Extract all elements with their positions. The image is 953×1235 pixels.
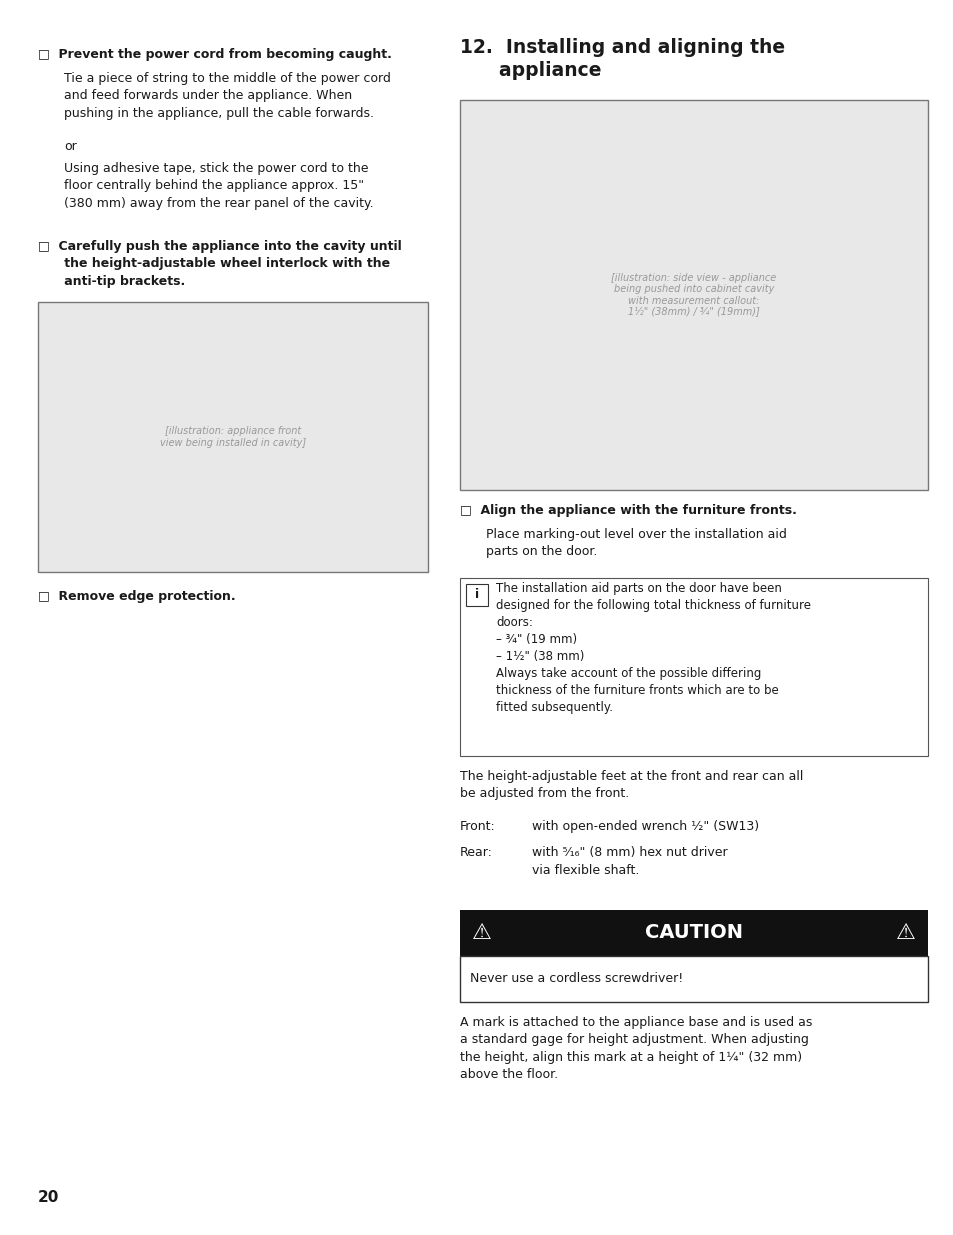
Bar [459, 956, 927, 1002]
Text: ⚠: ⚠ [895, 923, 915, 944]
Text: Front:: Front: [459, 820, 496, 832]
Text: A mark is attached to the appliance base and is used as
a standard gage for heig: A mark is attached to the appliance base… [459, 1016, 812, 1082]
Text: 20: 20 [38, 1191, 59, 1205]
Text: [illustration: appliance front
view being installed in cavity]: [illustration: appliance front view bein… [160, 426, 306, 448]
Text: or: or [64, 140, 76, 153]
Bar [459, 100, 927, 490]
Bar [459, 578, 927, 756]
Text: □  Prevent the power cord from becoming caught.: □ Prevent the power cord from becoming c… [38, 48, 392, 61]
Text: The height-adjustable feet at the front and rear can all
be adjusted from the fr: The height-adjustable feet at the front … [459, 769, 802, 800]
Bar [459, 910, 927, 956]
Text: Tie a piece of string to the middle of the power cord
and feed forwards under th: Tie a piece of string to the middle of t… [64, 72, 391, 120]
Text: ⚠: ⚠ [472, 923, 492, 944]
Bar [38, 303, 428, 572]
Text: Place marking-out level over the installation aid
parts on the door.: Place marking-out level over the install… [485, 529, 786, 558]
Text: The installation aid parts on the door have been
designed for the following tota: The installation aid parts on the door h… [496, 582, 810, 714]
Text: Using adhesive tape, stick the power cord to the
floor centrally behind the appl: Using adhesive tape, stick the power cor… [64, 162, 374, 210]
Text: Rear:: Rear: [459, 846, 493, 860]
Text: CAUTION: CAUTION [644, 924, 742, 942]
Text: □  Carefully push the appliance into the cavity until
      the height-adjustabl: □ Carefully push the appliance into the … [38, 240, 401, 288]
Text: 12.  Installing and aligning the
      appliance: 12. Installing and aligning the applianc… [459, 38, 784, 80]
Bar [465, 584, 488, 606]
Text: □  Align the appliance with the furniture fronts.: □ Align the appliance with the furniture… [459, 504, 796, 517]
Text: with ⁵⁄₁₆" (8 mm) hex nut driver
via flexible shaft.: with ⁵⁄₁₆" (8 mm) hex nut driver via fle… [532, 846, 727, 877]
Text: i: i [475, 589, 478, 601]
Text: □  Remove edge protection.: □ Remove edge protection. [38, 590, 235, 603]
Text: Never use a cordless screwdriver!: Never use a cordless screwdriver! [470, 972, 682, 986]
Text: [illustration: side view - appliance
being pushed into cabinet cavity
with measu: [illustration: side view - appliance bei… [611, 273, 776, 317]
Text: with open-ended wrench ½" (SW13): with open-ended wrench ½" (SW13) [532, 820, 759, 832]
